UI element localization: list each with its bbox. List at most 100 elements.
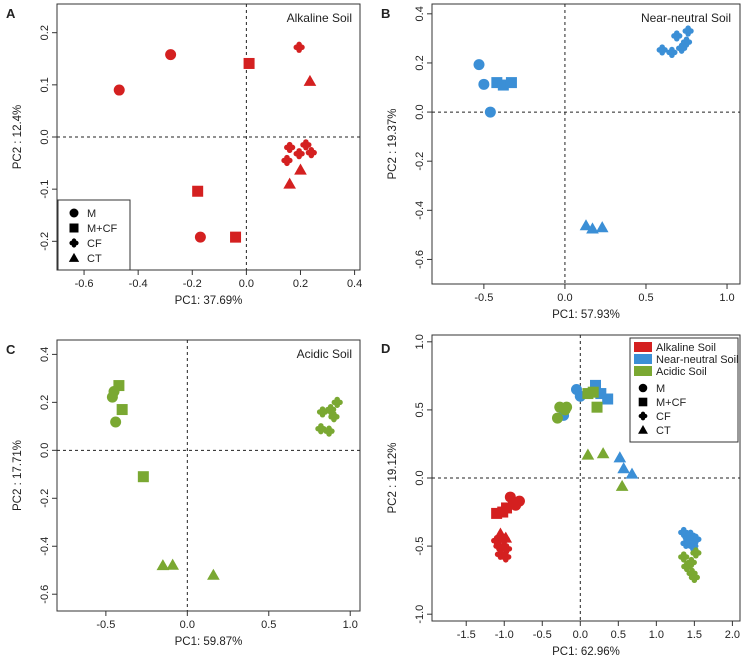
data-point-triangle — [497, 539, 511, 551]
chart-panel-c: -0.5 0.0 0.5 1.0 -0.6 -0.4 -0.2 0.0 0.2 0.4 PC1: 5… — [6, 339, 361, 648]
data-point-square — [137, 471, 149, 483]
legend-marker-circle — [69, 208, 79, 218]
y-axis-label: PC2 : 17.71% — [12, 440, 24, 511]
x-tick-label: -0.5 — [533, 629, 552, 641]
x-tick-label: 0.0 — [557, 292, 572, 304]
y-tick-label: -0.6 — [39, 585, 51, 604]
data-point-square — [595, 388, 607, 400]
data-point-clover — [293, 148, 305, 160]
legend: M M+CF CF CT — [57, 199, 131, 271]
data-point-triangle — [294, 163, 307, 175]
legend-label: M+CF — [87, 223, 118, 235]
x-tick-label: -0.6 — [75, 278, 94, 290]
y-tick-label: 0.4 — [39, 347, 51, 362]
data-point-triangle — [283, 177, 296, 189]
legend-marker-triangle — [638, 425, 648, 434]
data-point-circle — [194, 231, 206, 243]
legend-label: M — [87, 208, 96, 220]
data-point-triangle — [581, 448, 595, 460]
data-point-square — [192, 185, 204, 197]
x-tick-label: 0.2 — [293, 278, 308, 290]
legend-label: CT — [656, 425, 671, 437]
y-tick-label: 0.2 — [39, 25, 51, 40]
y-tick-label: 0.2 — [414, 55, 426, 70]
panel-label-a: A — [6, 6, 16, 21]
data-point-clover — [680, 36, 693, 48]
data-point-clover — [678, 551, 690, 563]
legend-label: Acidic Soil — [656, 366, 707, 378]
x-tick-label: 0.4 — [347, 278, 362, 290]
data-point-square — [113, 380, 125, 392]
data-point-clover — [656, 44, 668, 56]
legend-marker-square — [69, 223, 79, 233]
panel-title: Near-neutral Soil — [641, 11, 731, 25]
data-point-square — [602, 393, 614, 405]
legend-label: Near-neutral Soil — [656, 354, 739, 366]
y-tick-label: -0.5 — [414, 537, 426, 556]
x-tick-label: 1.0 — [343, 619, 358, 631]
y-tick-label: 0.0 — [414, 104, 426, 119]
data-point-triangle — [303, 74, 317, 86]
legend-label: M+CF — [656, 397, 687, 409]
chart-panel-d: -1.5 -1.0 -0.5 0.0 0.5 1.0 1.5 2.0 -1.0 -0.5 0.0 0.… — [381, 334, 741, 658]
data-point-clover — [682, 532, 694, 544]
data-point-clover — [671, 30, 683, 42]
chart-panel-b: -0.5 0.0 0.5 1.0 -0.6 -0.4 -0.2 0.0 0.2 0.4 PC1: 5… — [381, 3, 741, 321]
x-tick-label: 2.0 — [725, 629, 740, 641]
data-point-clover — [666, 46, 678, 58]
data-point-circle — [110, 416, 122, 428]
data-point-clover — [281, 154, 293, 167]
data-point-triangle — [596, 447, 610, 459]
panel-title: Acidic Soil — [297, 347, 352, 361]
data-point-square — [497, 79, 509, 91]
y-tick-label: -0.1 — [39, 180, 51, 199]
data-point-square — [587, 386, 599, 398]
data-point-circle — [510, 499, 522, 511]
y-tick-label: -0.2 — [39, 489, 51, 508]
legend-marker-triangle — [68, 252, 80, 262]
plot-frame — [56, 339, 361, 612]
legend-marker-circle — [638, 383, 648, 393]
data-point-clover — [500, 551, 512, 563]
panel-label-b: B — [381, 6, 390, 21]
data-point-square — [230, 231, 242, 243]
data-point-triangle — [499, 531, 513, 543]
panel-label-c: C — [6, 342, 16, 357]
data-point-triangle — [595, 221, 609, 233]
x-tick-label: -0.2 — [183, 278, 202, 290]
data-point-circle — [478, 78, 490, 90]
x-tick-label: -0.5 — [96, 619, 115, 631]
data-point-circle — [551, 412, 563, 424]
y-tick-label: 1.0 — [414, 334, 426, 349]
data-point-clover — [305, 147, 317, 159]
data-point-square — [505, 77, 517, 89]
y-tick-label: 0.0 — [414, 470, 426, 485]
data-point-triangle — [166, 558, 179, 570]
y-tick-label: -1.0 — [414, 605, 426, 624]
legend-swatch — [634, 366, 652, 376]
y-tick-label: -0.4 — [39, 537, 51, 556]
data-point-square — [501, 502, 513, 514]
x-axis-label: PC1: 62.96% — [552, 646, 620, 658]
x-tick-label: 1.0 — [719, 292, 734, 304]
y-axis-label: PC2 : 19.12% — [387, 443, 399, 514]
data-point-square — [491, 77, 503, 89]
data-point-circle — [561, 401, 573, 413]
data-point-clover — [682, 25, 694, 37]
data-point-triangle — [579, 219, 593, 231]
y-tick-label: -0.2 — [414, 152, 426, 171]
legend-label: Alkaline Soil — [656, 342, 716, 354]
legend-label: CF — [656, 411, 671, 423]
y-tick-label: 0.4 — [414, 6, 426, 21]
x-axis-label: PC1: 37.69% — [175, 295, 243, 307]
x-tick-label: 0.0 — [180, 619, 195, 631]
legend-swatch — [634, 342, 652, 352]
x-tick-label: -0.5 — [474, 292, 493, 304]
data-point-clover — [690, 547, 702, 559]
panel-label-d: D — [381, 341, 390, 356]
data-point-square — [590, 379, 602, 391]
data-point-triangle — [615, 479, 629, 491]
data-point-circle — [165, 49, 177, 61]
